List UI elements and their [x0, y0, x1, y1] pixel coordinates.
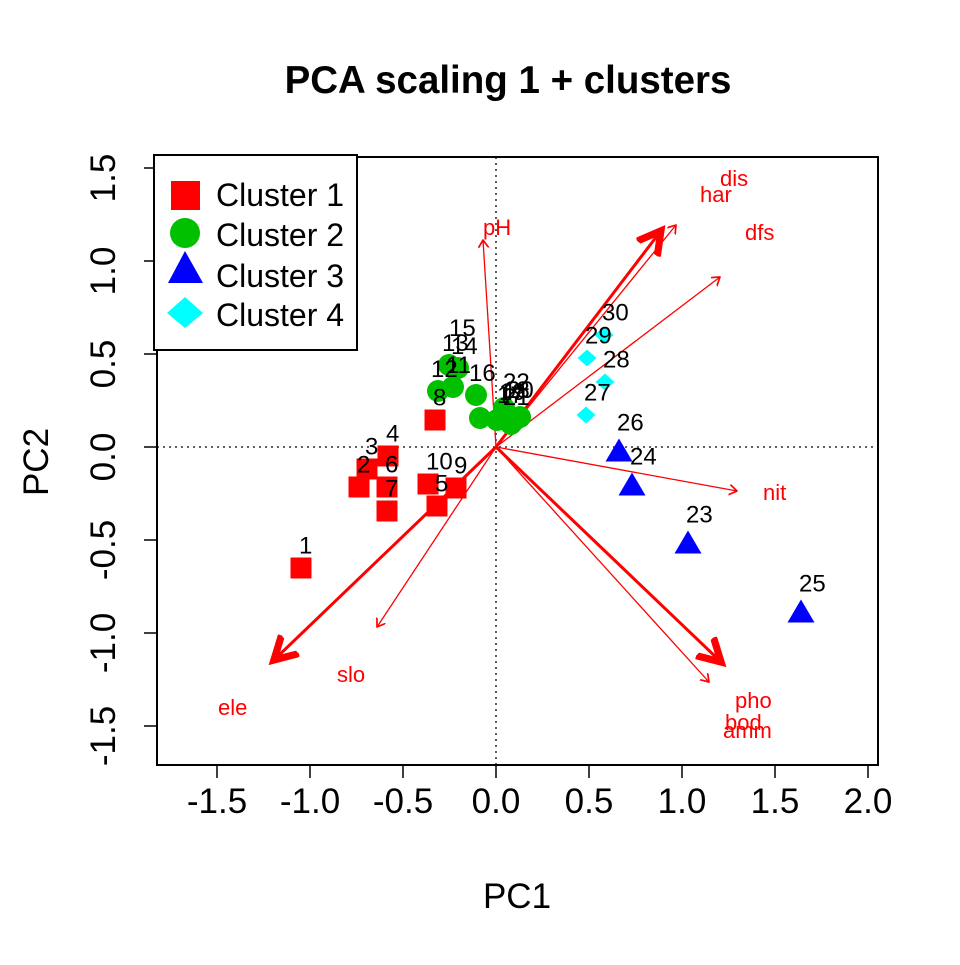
- svg-text:9: 9: [454, 453, 467, 480]
- svg-text:-0.5: -0.5: [373, 782, 433, 821]
- svg-text:-1.5: -1.5: [84, 706, 123, 766]
- svg-text:1.5: 1.5: [751, 782, 800, 821]
- svg-text:27: 27: [584, 380, 611, 407]
- svg-text:har: har: [700, 182, 732, 207]
- svg-text:16: 16: [469, 360, 496, 387]
- svg-text:22: 22: [503, 369, 530, 396]
- svg-text:nit: nit: [763, 480, 786, 505]
- svg-text:7: 7: [385, 476, 398, 503]
- svg-text:0.0: 0.0: [84, 433, 123, 482]
- svg-text:0.0: 0.0: [472, 782, 521, 821]
- svg-text:ele: ele: [218, 695, 247, 720]
- svg-text:pH: pH: [483, 215, 511, 240]
- svg-text:2.0: 2.0: [844, 782, 893, 821]
- svg-text:15: 15: [449, 315, 476, 342]
- svg-text:4: 4: [386, 421, 399, 448]
- svg-text:PC2: PC2: [17, 428, 56, 496]
- svg-text:28: 28: [603, 347, 630, 374]
- svg-text:-0.5: -0.5: [84, 520, 123, 580]
- svg-text:Cluster 2: Cluster 2: [216, 217, 344, 253]
- svg-text:1.0: 1.0: [84, 247, 123, 296]
- svg-text:amm: amm: [723, 718, 772, 743]
- svg-text:1.0: 1.0: [658, 782, 707, 821]
- svg-text:12: 12: [431, 356, 458, 383]
- svg-text:slo: slo: [337, 662, 365, 687]
- svg-text:Cluster 1: Cluster 1: [216, 177, 344, 213]
- svg-text:25: 25: [799, 571, 826, 598]
- svg-text:10: 10: [426, 449, 453, 476]
- svg-text:26: 26: [617, 410, 644, 437]
- svg-text:dfs: dfs: [745, 220, 774, 245]
- svg-text:Cluster 3: Cluster 3: [216, 258, 344, 294]
- svg-text:30: 30: [602, 300, 629, 327]
- svg-text:24: 24: [630, 444, 657, 471]
- svg-text:-1.0: -1.0: [84, 613, 123, 673]
- svg-text:PCA scaling 1 + clusters: PCA scaling 1 + clusters: [285, 59, 732, 102]
- svg-text:1: 1: [299, 533, 312, 560]
- svg-text:29: 29: [585, 323, 612, 350]
- svg-text:-1.0: -1.0: [280, 782, 340, 821]
- svg-text:3: 3: [365, 434, 378, 461]
- svg-text:23: 23: [686, 502, 713, 529]
- svg-text:-1.5: -1.5: [187, 782, 247, 821]
- svg-text:8: 8: [433, 385, 446, 412]
- svg-text:1.5: 1.5: [84, 154, 123, 203]
- svg-text:PC1: PC1: [483, 877, 551, 916]
- svg-text:0.5: 0.5: [565, 782, 614, 821]
- svg-text:Cluster 4: Cluster 4: [216, 297, 344, 333]
- svg-text:0.5: 0.5: [84, 340, 123, 389]
- svg-text:6: 6: [385, 452, 398, 479]
